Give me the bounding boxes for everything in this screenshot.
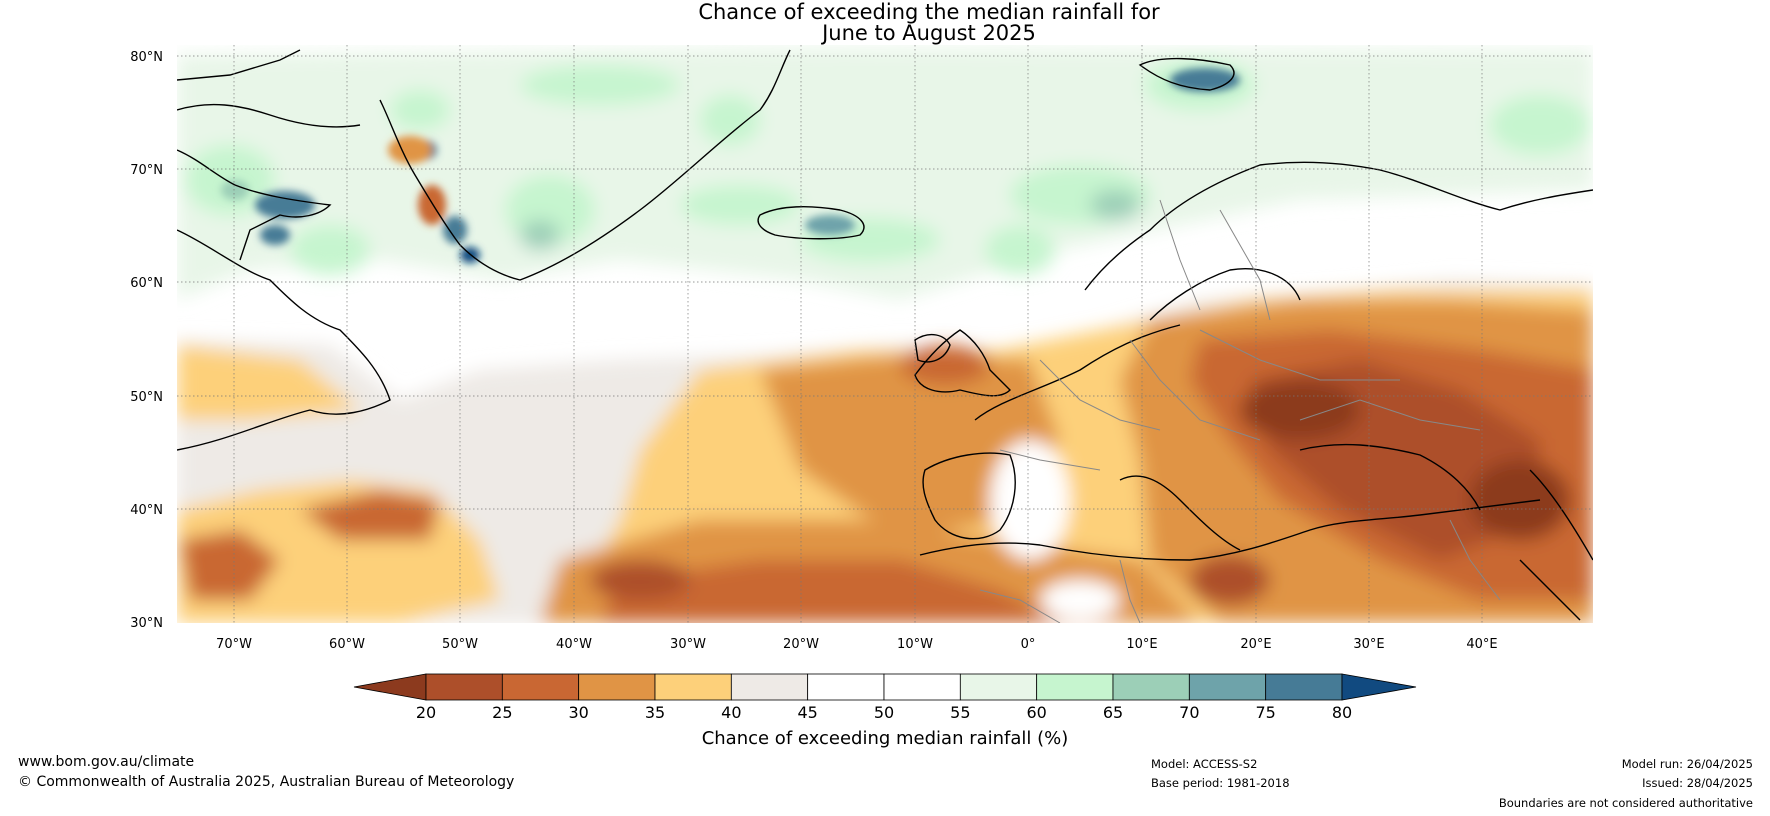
longitude-labels: 70°W 60°W 50°W 40°W 30°W 20°W 10°W 0° 10… <box>216 637 1498 652</box>
colorbar-cell <box>1112 673 1190 701</box>
colorbar-cells <box>425 673 1343 701</box>
colorbar-tick-labels: 20 25 30 35 40 45 50 55 60 65 70 75 80 <box>416 703 1352 722</box>
lon-label: 60°W <box>329 637 365 652</box>
issued-text: Issued: 28/04/2025 <box>1642 776 1753 790</box>
lon-label: 30°E <box>1353 637 1384 652</box>
colorbar-high-extend <box>1341 673 1417 701</box>
colorbar-cell <box>425 673 503 701</box>
map-title-line2: June to August 2025 <box>822 21 1036 45</box>
colorbar-cell <box>807 673 885 701</box>
copyright-text: © Commonwealth of Australia 2025, Austra… <box>18 774 515 790</box>
lon-label: 70°W <box>216 637 252 652</box>
map-title-line1: Chance of exceeding the median rainfall … <box>698 0 1160 24</box>
latitude-labels: 80°N 70°N 60°N 50°N 40°N 30°N <box>130 50 163 631</box>
lat-label: 30°N <box>130 616 163 631</box>
coastlines <box>177 49 1593 621</box>
website-link[interactable]: www.bom.gov.au/climate <box>18 754 195 770</box>
model-text: Model: ACCESS-S2 <box>1151 757 1258 771</box>
below-median-shading <box>177 280 1593 623</box>
colorbar-cell <box>578 673 656 701</box>
colorbar-cell <box>501 673 580 701</box>
base-period-text: Base period: 1981-2018 <box>1151 776 1290 790</box>
colorbar-tick-label: 65 <box>1103 703 1123 722</box>
graticule <box>177 45 1593 623</box>
lat-label: 80°N <box>130 50 163 65</box>
colorbar-tick-label: 30 <box>568 703 588 722</box>
colorbar-tick-label: 80 <box>1332 703 1352 722</box>
lon-label: 20°E <box>1240 637 1271 652</box>
colorbar-cell <box>1265 673 1343 701</box>
colorbar-cell <box>1036 673 1114 701</box>
map-field <box>177 45 1593 623</box>
colorbar-tick-label: 75 <box>1255 703 1275 722</box>
colorbar-label: Chance of exceeding median rainfall (%) <box>702 728 1069 749</box>
colorbar-tick-label: 20 <box>416 703 436 722</box>
disclaimer-text: Boundaries are not considered authoritat… <box>1498 796 1753 810</box>
lat-label: 70°N <box>130 163 163 178</box>
colorbar-tick-label: 40 <box>721 703 741 722</box>
lon-label: 0° <box>1021 637 1036 652</box>
colorbar-cell <box>730 673 809 701</box>
lon-label: 40°W <box>556 637 592 652</box>
colorbar-cell <box>883 673 961 701</box>
lon-label: 10°E <box>1126 637 1157 652</box>
colorbar-low-extend <box>353 673 427 701</box>
colorbar: 20 25 30 35 40 45 50 55 60 65 70 75 80 Chance of exc… <box>353 673 1417 749</box>
lat-label: 40°N <box>130 503 163 518</box>
lon-label: 10°W <box>897 637 933 652</box>
colorbar-cell <box>654 673 732 701</box>
lon-label: 50°W <box>442 637 478 652</box>
colorbar-tick-label: 25 <box>492 703 512 722</box>
country-borders <box>979 199 1501 623</box>
colorbar-tick-label: 35 <box>645 703 665 722</box>
colorbar-cell <box>959 673 1038 701</box>
colorbar-tick-label: 50 <box>874 703 894 722</box>
lon-label: 30°W <box>670 637 706 652</box>
colorbar-cell <box>1188 673 1267 701</box>
colorbar-tick-label: 70 <box>1179 703 1199 722</box>
colorbar-tick-label: 45 <box>797 703 817 722</box>
colorbar-tick-label: 60 <box>1026 703 1046 722</box>
lon-label: 40°E <box>1466 637 1497 652</box>
model-run-text: Model run: 26/04/2025 <box>1621 757 1753 771</box>
lon-label: 20°W <box>783 637 819 652</box>
colorbar-tick-label: 55 <box>950 703 970 722</box>
lat-label: 60°N <box>130 276 163 291</box>
lat-label: 50°N <box>130 390 163 405</box>
